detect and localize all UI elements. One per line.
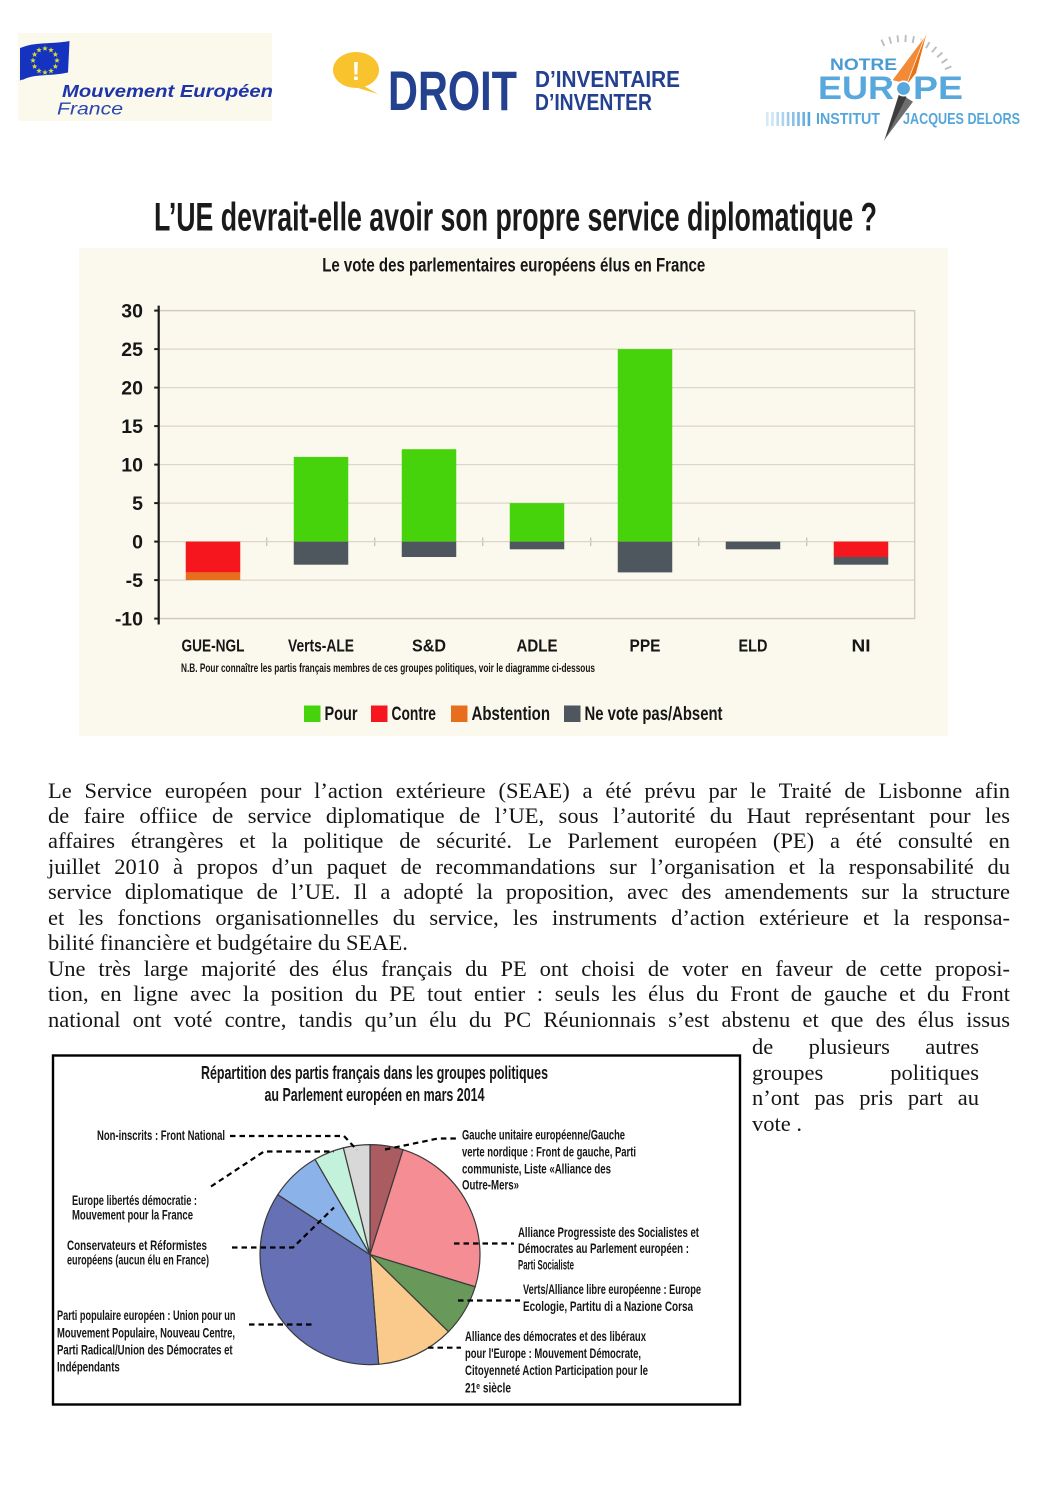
svg-text:Pour: Pour (325, 703, 358, 725)
svg-text:Outre-Mers»: Outre-Mers» (462, 1178, 519, 1193)
svg-text:Non-inscrits : Front National: Non-inscrits : Front National (97, 1128, 225, 1143)
svg-text:Verts-ALE: Verts-ALE (288, 635, 354, 655)
svg-text:PPE: PPE (630, 635, 661, 655)
svg-text:S&D: S&D (412, 635, 446, 655)
svg-text:-5: -5 (126, 570, 143, 592)
svg-text:30: 30 (121, 300, 143, 322)
svg-text:Parti Radical/Union des Démocr: Parti Radical/Union des Démocrates et (57, 1343, 233, 1358)
svg-text:Répartition des partis françai: Répartition des partis français dans les… (201, 1062, 548, 1083)
svg-text:Alliance des démocrates et des: Alliance des démocrates et des libéraux (465, 1329, 646, 1344)
svg-text:Démocrates au Parlement europé: Démocrates au Parlement européen : (518, 1241, 689, 1256)
svg-text:Conservateurs et Réformistes: Conservateurs et Réformistes (67, 1238, 207, 1253)
svg-text:21ᵉ siècle: 21ᵉ siècle (465, 1380, 511, 1395)
svg-text:!: ! (352, 56, 361, 86)
svg-text:Abstention: Abstention (472, 703, 551, 725)
svg-text:Europe libertés démocratie :: Europe libertés démocratie : (72, 1193, 197, 1208)
svg-text:européens (aucun élu en France: européens (aucun élu en France) (67, 1253, 209, 1268)
svg-text:D’INVENTER: D’INVENTER (535, 89, 652, 115)
svg-text:5: 5 (132, 493, 143, 515)
svg-text:D’INVENTAIRE: D’INVENTAIRE (535, 66, 680, 92)
svg-text:verte nordique : Front de gauc: verte nordique : Front de gauche, Parti (462, 1144, 636, 1159)
svg-text:Contre: Contre (392, 703, 437, 725)
svg-text:ADLE: ADLE (517, 635, 558, 655)
svg-text:N.B. Pour connaître les partis: N.B. Pour connaître les partis français … (181, 661, 595, 675)
svg-text:L’UE devrait-elle avoir son pr: L’UE devrait-elle avoir son propre servi… (154, 195, 877, 239)
svg-text:15: 15 (121, 416, 143, 438)
svg-text:GUE-NGL: GUE-NGL (182, 635, 245, 655)
svg-text:PE: PE (913, 70, 963, 106)
svg-text:25: 25 (121, 339, 143, 361)
svg-text:0: 0 (132, 531, 143, 553)
svg-text:Parti populaire européen : Uni: Parti populaire européen : Union pour un (57, 1308, 236, 1323)
svg-text:INSTITUT: INSTITUT (816, 111, 880, 128)
svg-text:20: 20 (121, 377, 143, 399)
svg-text:communiste, Liste «Alliance de: communiste, Liste «Alliance des (462, 1161, 611, 1176)
svg-text:DROIT: DROIT (388, 59, 517, 122)
svg-text:JACQUES DELORS: JACQUES DELORS (903, 111, 1020, 128)
svg-text:Ecologie, Partitu di a Nazione: Ecologie, Partitu di a Nazione Corsa (523, 1299, 693, 1314)
svg-text:EUR: EUR (818, 70, 894, 106)
svg-text:-10: -10 (115, 608, 143, 630)
svg-text:au Parlement européen en mars: au Parlement européen en mars 2014 (265, 1084, 485, 1105)
svg-text:10: 10 (121, 454, 143, 476)
svg-text:Alliance Progressiste des Soci: Alliance Progressiste des Socialistes et (518, 1225, 699, 1240)
svg-text:Indépendants: Indépendants (57, 1360, 120, 1375)
svg-text:Mouvement Européen: Mouvement Européen (62, 81, 273, 101)
svg-text:Mouvement Populaire, Nouveau C: Mouvement Populaire, Nouveau Centre, (57, 1325, 235, 1340)
svg-text:France: France (57, 99, 123, 119)
svg-text:Citoyenneté Action Participati: Citoyenneté Action Participation pour le (465, 1363, 648, 1378)
svg-text:NI: NI (852, 635, 871, 655)
svg-text:Ne vote pas/Absent: Ne vote pas/Absent (585, 703, 723, 725)
svg-text:ELD: ELD (739, 635, 768, 655)
svg-text:Verts/Alliance libre européenn: Verts/Alliance libre européenne : Europe (523, 1282, 701, 1297)
svg-text:Le vote des parlementaires eur: Le vote des parlementaires européens élu… (322, 254, 705, 276)
svg-text:Gauche unitaire européenne/Gau: Gauche unitaire européenne/Gauche (462, 1127, 625, 1142)
svg-text:Mouvement pour la France: Mouvement pour la France (72, 1208, 193, 1223)
svg-text:Parti Socialiste: Parti Socialiste (518, 1258, 574, 1273)
svg-text:NOTRE: NOTRE (830, 55, 897, 74)
svg-text:pour l'Europe : Mouvement Démo: pour l'Europe : Mouvement Démocrate, (465, 1346, 641, 1361)
